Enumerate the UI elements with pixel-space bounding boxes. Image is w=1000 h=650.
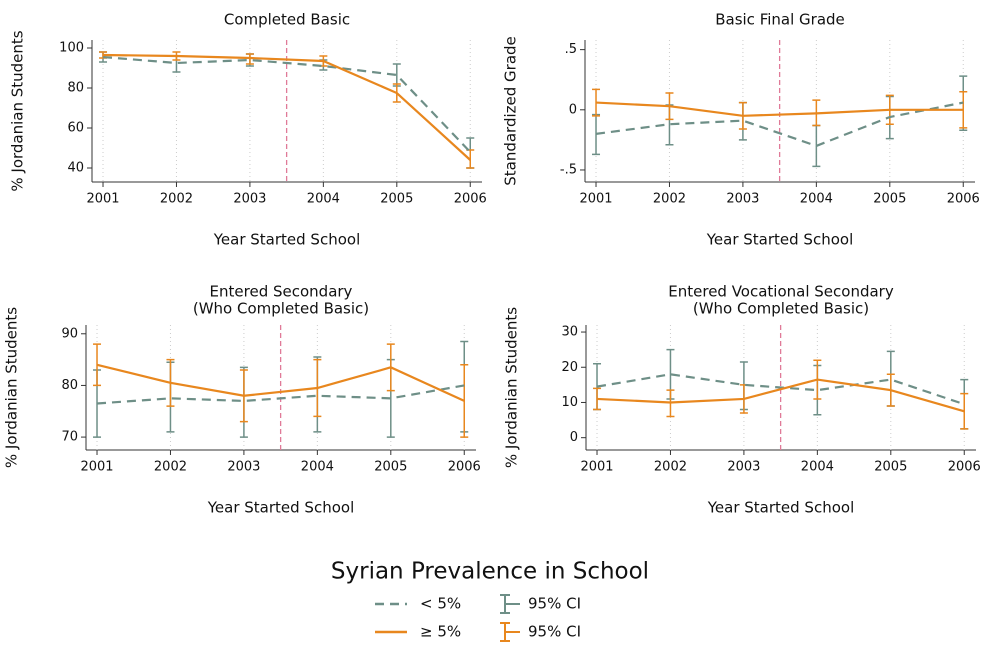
x-tick-label: 2005 xyxy=(873,192,906,207)
series-line xyxy=(596,373,965,406)
x-tick-label: 2006 xyxy=(948,460,981,475)
y-tick-label: -.5 xyxy=(560,162,577,177)
y-tick-label: 90 xyxy=(61,326,78,341)
legend-title: Syrian Prevalence in School xyxy=(331,559,649,585)
chart-title: Completed Basic xyxy=(224,11,350,29)
series-line xyxy=(96,384,465,405)
error-bar xyxy=(460,364,469,438)
x-axis-label: Year Started School xyxy=(213,231,360,249)
chart-title: (Who Completed Basic) xyxy=(193,300,369,318)
y-tick-label: 0 xyxy=(570,430,578,445)
x-tick-label: 2001 xyxy=(579,192,612,207)
x-axis-label: Year Started School xyxy=(207,499,354,517)
y-tick-label: .5 xyxy=(565,42,577,57)
y-axis-label: % Jordanian Students xyxy=(3,307,21,468)
chart-title: Entered Secondary xyxy=(210,283,353,301)
y-tick-label: 60 xyxy=(67,121,84,136)
series-line xyxy=(96,363,465,402)
x-tick-label: 2001 xyxy=(80,460,113,475)
y-tick-label: 40 xyxy=(67,161,84,176)
series-line xyxy=(103,53,471,161)
x-tick-label: 2006 xyxy=(448,460,481,475)
error-bar xyxy=(960,392,969,430)
y-tick-label: 30 xyxy=(561,325,578,340)
x-tick-label: 2002 xyxy=(653,192,686,207)
legend-ci-swatch xyxy=(500,594,520,614)
y-tick-label: 0 xyxy=(569,102,577,117)
x-tick-label: 2001 xyxy=(580,460,613,475)
x-tick-label: 2003 xyxy=(726,192,759,207)
x-tick-label: 2004 xyxy=(800,192,833,207)
y-tick-label: 20 xyxy=(561,360,578,375)
legend-label: ≥ 5% xyxy=(420,623,461,641)
x-tick-label: 2003 xyxy=(233,192,266,207)
series-line xyxy=(596,378,965,413)
x-tick-label: 2001 xyxy=(86,192,119,207)
x-tick-label: 2003 xyxy=(227,460,260,475)
x-tick-label: 2005 xyxy=(374,460,407,475)
x-tick-label: 2004 xyxy=(301,460,334,475)
series-line xyxy=(102,55,472,153)
x-tick-label: 2005 xyxy=(874,460,907,475)
x-tick-label: 2002 xyxy=(154,460,187,475)
y-axis-label: % Jordanian Students xyxy=(9,30,27,191)
x-axis-label: Year Started School xyxy=(706,231,853,249)
x-tick-label: 2003 xyxy=(727,460,760,475)
y-tick-label: 100 xyxy=(59,41,84,56)
chart-title: Basic Final Grade xyxy=(715,11,845,29)
series-line xyxy=(595,101,964,117)
chart-title: (Who Completed Basic) xyxy=(693,300,869,318)
x-tick-label: 2004 xyxy=(801,460,834,475)
legend-label: 95% CI xyxy=(528,623,581,641)
legend-label: 95% CI xyxy=(528,595,581,613)
x-axis-label: Year Started School xyxy=(707,499,854,517)
legend-ci-swatch xyxy=(500,622,520,642)
y-tick-label: 80 xyxy=(67,81,84,96)
legend-label: < 5% xyxy=(420,595,461,613)
x-tick-label: 2002 xyxy=(654,460,687,475)
x-tick-label: 2006 xyxy=(454,192,487,207)
x-tick-label: 2002 xyxy=(160,192,193,207)
series-line xyxy=(595,101,964,148)
y-tick-label: 80 xyxy=(61,378,78,393)
chart-title: Entered Vocational Secondary xyxy=(668,283,894,301)
x-tick-label: 2005 xyxy=(380,192,413,207)
x-tick-label: 2004 xyxy=(307,192,340,207)
x-tick-label: 2006 xyxy=(947,192,980,207)
y-tick-label: 70 xyxy=(61,430,78,445)
y-axis-label: Standardized Grade xyxy=(502,36,520,186)
y-tick-label: 10 xyxy=(561,395,578,410)
y-axis-label: % Jordanian Students xyxy=(503,307,521,468)
error-bar xyxy=(959,90,968,129)
